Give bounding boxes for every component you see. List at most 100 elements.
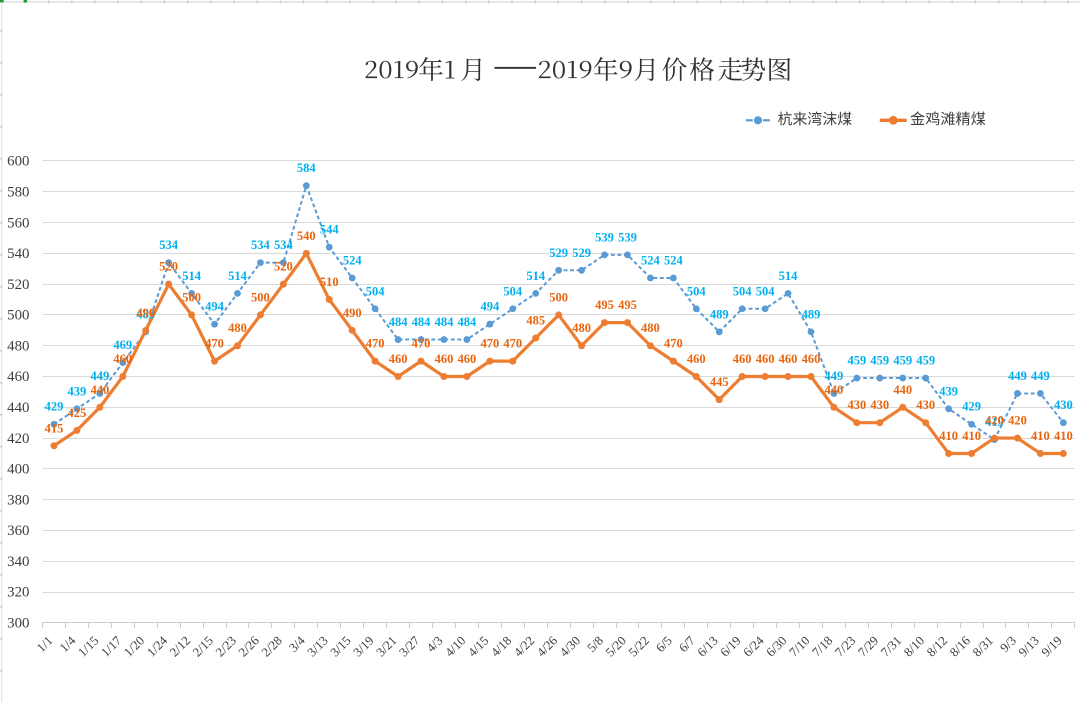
svg-text:500: 500	[7, 308, 29, 324]
svg-text:540: 540	[7, 246, 29, 262]
svg-text:420: 420	[1008, 414, 1027, 428]
svg-text:540: 540	[297, 229, 316, 243]
svg-text:460: 460	[458, 352, 477, 366]
svg-text:494: 494	[480, 300, 500, 314]
svg-text:445: 445	[710, 375, 729, 389]
svg-text:470: 470	[664, 337, 683, 351]
svg-text:440: 440	[90, 383, 109, 397]
svg-text:544: 544	[320, 223, 340, 237]
svg-text:504: 504	[756, 284, 776, 298]
svg-text:529: 529	[572, 246, 591, 260]
svg-text:440: 440	[7, 400, 29, 416]
svg-text:320: 320	[7, 585, 29, 601]
svg-text:489: 489	[136, 307, 155, 321]
svg-text:514: 514	[526, 269, 546, 283]
svg-text:514: 514	[779, 269, 799, 283]
svg-text:524: 524	[664, 253, 684, 267]
svg-text:520: 520	[159, 260, 178, 274]
svg-text:439: 439	[939, 384, 958, 398]
svg-text:470: 470	[366, 337, 385, 351]
svg-text:560: 560	[7, 215, 29, 231]
svg-text:484: 484	[435, 315, 455, 329]
svg-text:430: 430	[847, 398, 866, 412]
svg-text:504: 504	[733, 284, 753, 298]
svg-text:504: 504	[687, 284, 707, 298]
svg-text:460: 460	[756, 352, 775, 366]
svg-text:470: 470	[480, 337, 499, 351]
svg-text:534: 534	[251, 238, 271, 252]
svg-text:534: 534	[159, 238, 179, 252]
svg-text:419: 419	[985, 415, 1004, 429]
svg-text:439: 439	[68, 384, 87, 398]
svg-text:425: 425	[68, 406, 87, 420]
svg-text:460: 460	[687, 352, 706, 366]
svg-text:459: 459	[870, 354, 889, 368]
svg-text:380: 380	[7, 492, 29, 508]
svg-text:495: 495	[618, 298, 637, 312]
svg-text:504: 504	[366, 284, 386, 298]
svg-text:490: 490	[343, 306, 362, 320]
svg-text:449: 449	[1008, 369, 1027, 383]
svg-text:300: 300	[7, 616, 29, 632]
svg-text:340: 340	[7, 554, 29, 570]
svg-text:430: 430	[1054, 398, 1073, 412]
svg-text:539: 539	[618, 230, 637, 244]
svg-text:449: 449	[1031, 369, 1050, 383]
svg-text:429: 429	[962, 400, 981, 414]
svg-text:510: 510	[320, 275, 339, 289]
svg-text:500: 500	[251, 290, 270, 304]
svg-text:430: 430	[870, 398, 889, 412]
svg-text:500: 500	[549, 290, 568, 304]
svg-text:524: 524	[343, 253, 363, 267]
svg-text:440: 440	[825, 383, 844, 397]
svg-text:520: 520	[274, 260, 293, 274]
svg-text:449: 449	[90, 369, 109, 383]
svg-text:410: 410	[939, 429, 958, 443]
svg-text:514: 514	[228, 269, 248, 283]
svg-text:459: 459	[847, 354, 866, 368]
svg-text:470: 470	[412, 337, 431, 351]
svg-text:459: 459	[893, 354, 912, 368]
svg-text:470: 470	[503, 337, 522, 351]
svg-text:460: 460	[435, 352, 454, 366]
svg-text:529: 529	[549, 246, 568, 260]
svg-text:449: 449	[825, 369, 844, 383]
svg-text:514: 514	[182, 269, 202, 283]
svg-text:504: 504	[503, 284, 523, 298]
svg-text:484: 484	[412, 315, 432, 329]
svg-text:534: 534	[274, 238, 294, 252]
svg-text:410: 410	[1054, 429, 1073, 443]
svg-text:490: 490	[136, 306, 155, 320]
svg-text:494: 494	[205, 300, 225, 314]
svg-text:410: 410	[962, 429, 981, 443]
svg-text:480: 480	[641, 321, 660, 335]
svg-text:539: 539	[595, 230, 614, 244]
svg-text:400: 400	[7, 462, 29, 478]
svg-text:469: 469	[113, 338, 132, 352]
svg-text:495: 495	[595, 298, 614, 312]
svg-text:360: 360	[7, 523, 29, 539]
svg-text:524: 524	[641, 253, 661, 267]
svg-text:500: 500	[182, 290, 201, 304]
svg-text:470: 470	[205, 337, 224, 351]
svg-text:459: 459	[916, 354, 935, 368]
svg-text:480: 480	[572, 321, 591, 335]
svg-text:584: 584	[297, 161, 317, 175]
svg-text:460: 460	[389, 352, 408, 366]
svg-text:430: 430	[916, 398, 935, 412]
svg-text:520: 520	[7, 277, 29, 293]
svg-text:440: 440	[893, 383, 912, 397]
svg-text:600: 600	[7, 154, 29, 170]
svg-text:460: 460	[802, 352, 821, 366]
svg-text:484: 484	[458, 315, 478, 329]
svg-text:480: 480	[7, 338, 29, 354]
svg-text:460: 460	[779, 352, 798, 366]
svg-text:489: 489	[710, 307, 729, 321]
svg-text:420: 420	[7, 431, 29, 447]
svg-text:485: 485	[526, 314, 545, 328]
svg-text:429: 429	[45, 400, 64, 414]
svg-text:420: 420	[985, 414, 1004, 428]
svg-text:460: 460	[113, 352, 132, 366]
svg-text:410: 410	[1031, 429, 1050, 443]
svg-text:415: 415	[45, 421, 64, 435]
